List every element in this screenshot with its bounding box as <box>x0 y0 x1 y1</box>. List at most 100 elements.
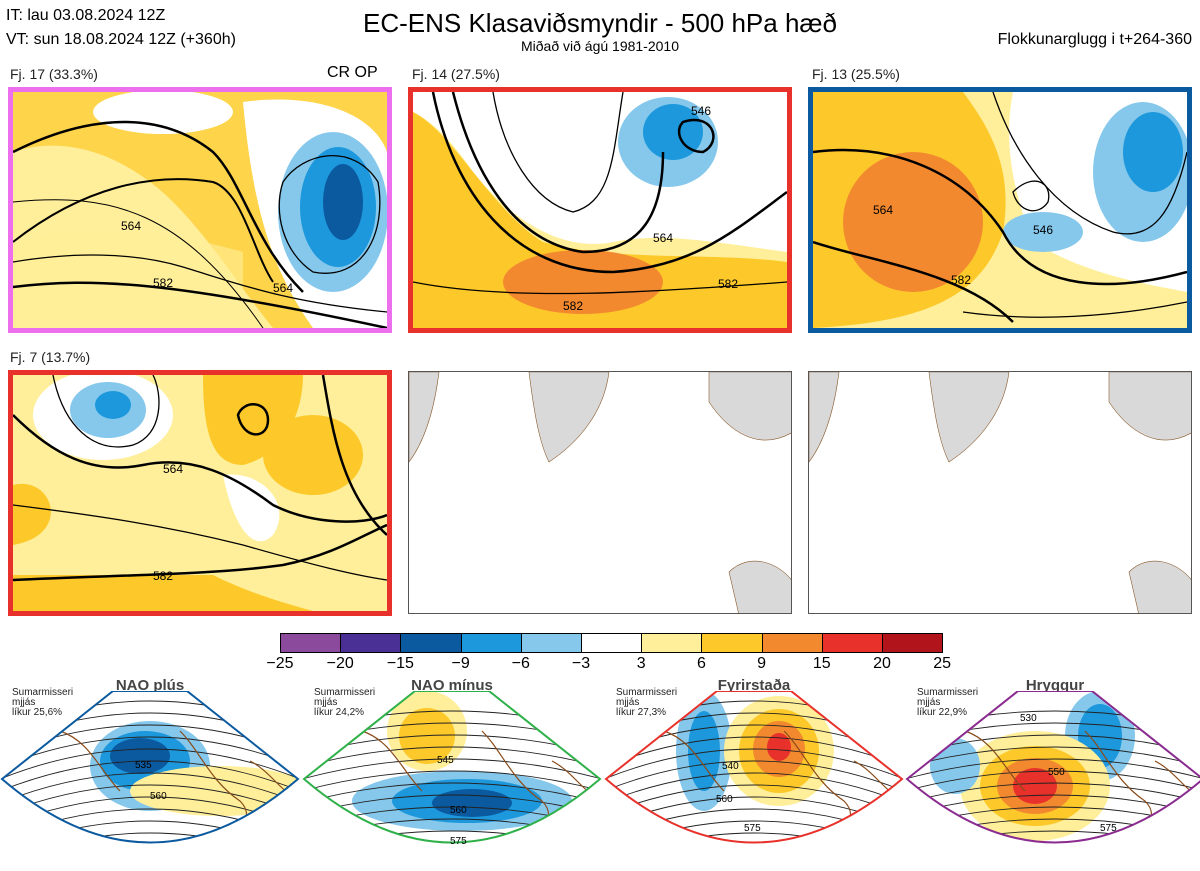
contour-label: 582 <box>153 569 173 583</box>
regime-sector-map: 530 550 575 <box>905 691 1200 863</box>
height-contour <box>2 784 298 816</box>
colorbar-swatch <box>581 633 643 653</box>
panel-1-tag: CR OP <box>327 64 378 81</box>
contour-label: 575 <box>744 823 761 834</box>
colorbar-tick-label: −25 <box>266 655 294 672</box>
height-contour <box>2 748 298 780</box>
anomaly-shading <box>1015 845 1045 857</box>
height-contour <box>907 758 1200 780</box>
regime-title: NAO plús <box>115 677 185 694</box>
anomaly-shading <box>767 733 791 761</box>
colorbar-tick-label: −3 <box>571 655 591 672</box>
height-contour <box>606 772 902 804</box>
colorbar-tick-label: −15 <box>386 655 414 672</box>
contour-label: 535 <box>135 760 152 771</box>
regime-probability-note: Sumarmisseri mjjás líkur 27,3% <box>616 687 678 718</box>
panel-1-label: Fj. 17 (33.3%) <box>10 66 98 82</box>
regime-title: NAO mínus <box>411 677 493 694</box>
cluster-map-13: 564 546 582 <box>808 87 1192 333</box>
panel-3-label: Fj. 13 (25.5%) <box>812 66 900 82</box>
panel-2-label: Fj. 14 (27.5%) <box>412 66 500 82</box>
empty-map-panel <box>808 371 1192 614</box>
height-contour <box>606 832 902 843</box>
regime-probability-note: Sumarmisseri mjjás líkur 22,9% <box>917 687 979 718</box>
height-contour <box>2 772 298 804</box>
regime-title: Fyrirstaða <box>717 677 791 694</box>
height-contour <box>606 760 902 792</box>
contour-label: 564 <box>653 231 673 245</box>
regime-probability-note: Sumarmisseri mjjás líkur 25,6% <box>12 687 74 718</box>
valid-time: VT: sun 18.08.2024 12Z (+360h) <box>6 31 236 48</box>
colorbar-swatch <box>400 633 462 653</box>
contour-label: 575 <box>450 836 467 847</box>
contour-label: 560 <box>150 791 167 802</box>
contour-label: 530 <box>1020 713 1037 724</box>
regime-sector-map: 540 560 575 <box>604 691 904 844</box>
height-contour <box>905 843 1200 863</box>
regime-sector-map: 535 560 <box>0 691 300 844</box>
colorbar-swatch <box>821 633 883 653</box>
colorbar-tick-label: 6 <box>696 655 706 672</box>
colorbar-swatch <box>340 633 402 653</box>
height-contour <box>2 760 298 792</box>
regime-frame <box>604 691 904 844</box>
page-subtitle: Miðað við ágú 1981-2010 <box>520 38 679 54</box>
regime-frame <box>0 691 300 844</box>
contour-label: 550 <box>1048 767 1065 778</box>
contour-label: 546 <box>1033 223 1053 237</box>
height-contour <box>907 746 1200 768</box>
contour-label: 560 <box>716 794 733 805</box>
colorbar-swatch <box>882 633 944 653</box>
window-label: Flokkunarglugg i t+264-360 <box>997 31 1192 48</box>
contour-label: 564 <box>163 462 183 476</box>
cluster-map-17: 564 582 564 <box>8 87 392 333</box>
cluster-map-14: 546 564 582 582 <box>408 87 792 333</box>
contour-label: 546 <box>691 104 711 118</box>
contour-label: 582 <box>951 273 971 287</box>
anomaly-shading <box>432 789 512 817</box>
colorbar-tick-label: 25 <box>933 655 952 672</box>
contour-label: 564 <box>121 219 141 233</box>
colorbar-swatch <box>761 633 823 653</box>
colorbar-swatch <box>280 633 342 653</box>
contour-label: 564 <box>873 203 893 217</box>
colorbar-swatch <box>460 633 522 653</box>
empty-map-panel <box>408 371 792 614</box>
height-contour <box>606 748 902 780</box>
colorbar-tick-label: −6 <box>511 655 530 672</box>
colorbar-swatch <box>641 633 703 653</box>
colorbar-tick-label: 3 <box>636 655 646 672</box>
initial-time: IT: lau 03.08.2024 12Z <box>6 7 166 24</box>
regime-sector-map: 545 560 575 <box>302 691 602 847</box>
height-contour <box>304 770 600 792</box>
height-contour <box>2 736 298 768</box>
regime-frame <box>905 691 1200 844</box>
contour-label: 582 <box>563 299 583 313</box>
regime-frame <box>302 691 602 844</box>
contour-label: 545 <box>437 755 454 766</box>
contour-label: 540 <box>722 761 739 772</box>
height-contour <box>907 782 1200 804</box>
colorbar-tick-label: 20 <box>873 655 891 672</box>
contour-label: 575 <box>1100 823 1117 834</box>
anomaly-shading <box>688 711 720 791</box>
page-title: EC-ENS Klasaviðsmyndir - 500 hPa hæð <box>363 8 837 38</box>
height-contour <box>606 784 902 816</box>
height-contour <box>304 758 600 780</box>
height-contour <box>907 770 1200 792</box>
panel-4-label: Fj. 7 (13.7%) <box>10 349 91 365</box>
contour-label: 582 <box>153 276 173 290</box>
colorbar-tick-label: 9 <box>757 655 767 672</box>
contour-label: 560 <box>450 805 467 816</box>
height-contour <box>304 746 600 768</box>
contour-label: 564 <box>273 281 293 295</box>
colorbar-tick-label: 15 <box>812 655 831 672</box>
contour-label: 582 <box>718 277 738 291</box>
regime-probability-note: Sumarmisseri mjjás líkur 24,2% <box>314 687 376 718</box>
colorbar-swatch <box>520 633 582 653</box>
anomaly-shading <box>110 738 170 774</box>
height-contour <box>606 736 902 768</box>
colorbar-tick-label: −9 <box>451 655 470 672</box>
height-contour <box>2 832 298 843</box>
anomaly-shading <box>930 738 980 794</box>
